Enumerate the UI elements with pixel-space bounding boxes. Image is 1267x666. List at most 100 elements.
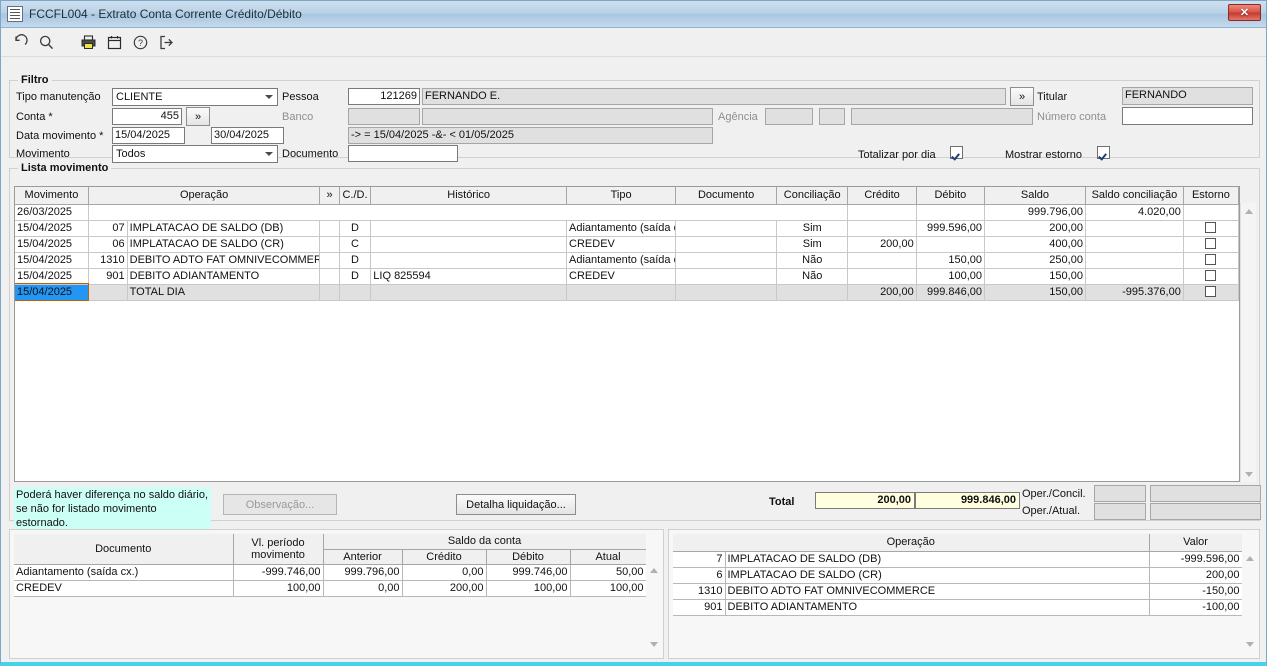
pessoa-codigo-input[interactable]: 121269 <box>348 88 420 105</box>
col-operacao-br[interactable]: Operação <box>673 534 1150 552</box>
cell-operacao-codigo[interactable]: 07 <box>88 220 128 237</box>
cell-operacao-codigo[interactable]: 7 <box>673 551 726 568</box>
cell-saldo[interactable]: 150,00 <box>984 268 1086 285</box>
print-icon[interactable] <box>75 30 101 54</box>
cell-operacao-codigo[interactable]: 901 <box>673 599 726 616</box>
cell-atual[interactable]: 100,00 <box>570 580 646 597</box>
col-documento-bl[interactable]: Documento <box>14 534 234 565</box>
cell-valor[interactable]: -999.596,00 <box>1149 551 1242 568</box>
cell-tipo[interactable]: CREDEV <box>566 236 677 253</box>
cell-saldo-conciliacao[interactable] <box>1085 252 1184 269</box>
cell-conciliacao[interactable]: Sim <box>776 220 849 237</box>
cell-valor[interactable]: -100,00 <box>1149 599 1242 616</box>
cell-credito[interactable] <box>847 204 917 221</box>
cell-cd[interactable]: D <box>339 252 372 269</box>
cell-historico[interactable]: LIQ 825594 <box>370 268 568 285</box>
cell-operacao-descricao[interactable]: IMPLATACAO DE SALDO (CR) <box>127 236 321 253</box>
cell-movimento[interactable]: 15/04/2025 <box>15 220 89 237</box>
conta-expand-button[interactable]: » <box>186 107 210 126</box>
cell-credito[interactable]: 200,00 <box>402 580 487 597</box>
movimento-select[interactable]: Todos <box>112 145 278 163</box>
col-atual[interactable]: Atual <box>570 549 646 565</box>
estorno-checkbox[interactable] <box>1205 270 1217 281</box>
mostrar-estorno-checkbox[interactable] <box>1097 146 1110 159</box>
cell-conciliacao[interactable]: Não <box>776 268 849 285</box>
cell-cd[interactable]: D <box>339 220 372 237</box>
col-anterior[interactable]: Anterior <box>323 549 403 565</box>
cell-tipo[interactable]: Adiantamento (saída c <box>566 252 677 269</box>
cell-operacao-codigo[interactable]: 1310 <box>88 252 128 269</box>
cell-saldo-conciliacao[interactable] <box>1085 220 1184 237</box>
list-item[interactable]: 1310 DEBITO ADTO FAT OMNIVECOMMERCE -150,0… <box>673 583 1242 600</box>
calendar-icon[interactable] <box>101 30 127 54</box>
table-row[interactable]: 26/03/2025 999.796,00 4.020,00 <box>15 204 1239 221</box>
cell-conciliacao[interactable]: Sim <box>776 236 849 253</box>
estorno-checkbox[interactable] <box>1205 286 1217 297</box>
cell-debito[interactable]: 150,00 <box>916 252 986 269</box>
cell-movimento[interactable]: 15/04/2025 <box>15 236 89 253</box>
col-vl-periodo[interactable]: Vl. período movimento <box>233 534 324 565</box>
col-cd[interactable]: C./D. <box>339 187 372 205</box>
numero-conta-input[interactable] <box>1122 107 1253 125</box>
cell-operacao-descricao[interactable]: IMPLATACAO DE SALDO (CR) <box>725 567 1150 584</box>
cell-credito[interactable]: 200,00 <box>847 236 917 253</box>
cell-movimento[interactable]: 26/03/2025 <box>15 204 89 221</box>
totalizar-por-dia-checkbox[interactable] <box>950 146 963 159</box>
cell-saldo[interactable]: 150,00 <box>984 284 1086 301</box>
cell-saldo-conciliacao[interactable]: 4.020,00 <box>1085 204 1184 221</box>
cell-debito[interactable]: 999.846,00 <box>916 284 986 301</box>
cell-estorno[interactable] <box>1183 220 1239 237</box>
col-credito[interactable]: Crédito <box>847 187 917 205</box>
cell-operacao-codigo[interactable] <box>88 284 128 301</box>
col-movimento[interactable]: Movimento <box>15 187 89 205</box>
col-credito-bl[interactable]: Crédito <box>402 549 487 565</box>
list-item[interactable]: 901 DEBITO ADIANTAMENTO -100,00 <box>673 599 1242 616</box>
cell-documento[interactable] <box>675 252 778 269</box>
cell-atual[interactable]: 50,00 <box>570 564 646 581</box>
col-debito[interactable]: Débito <box>916 187 986 205</box>
col-saldo-conciliacao[interactable]: Saldo conciliação <box>1085 187 1184 205</box>
cell-operacao-codigo[interactable]: 901 <box>88 268 128 285</box>
operacao-scroll-up-icon[interactable] <box>1242 550 1258 566</box>
detalha-liquidacao-button[interactable]: Detalha liquidação... <box>456 494 576 515</box>
exit-icon[interactable] <box>153 30 179 54</box>
cell-operacao-expand[interactable] <box>319 236 340 253</box>
cell-documento[interactable] <box>675 220 778 237</box>
cell-documento[interactable]: CREDEV <box>14 580 234 597</box>
cell-operacao-expand[interactable] <box>319 284 340 301</box>
cell-documento[interactable] <box>675 284 778 301</box>
col-operacao[interactable]: Operação <box>88 187 321 205</box>
movement-grid-scrollbar[interactable] <box>1240 203 1256 482</box>
cell-debito[interactable]: 999.746,00 <box>486 564 571 581</box>
cell-operacao-expand[interactable] <box>319 268 340 285</box>
cell-anterior[interactable]: 0,00 <box>323 580 403 597</box>
cell-historico[interactable] <box>370 220 568 237</box>
cell-saldo[interactable]: 200,00 <box>984 220 1086 237</box>
documento-input[interactable] <box>348 145 458 162</box>
table-row[interactable]: 15/04/2025 07 IMPLATACAO DE SALDO (DB) D Adi… <box>15 220 1239 237</box>
table-row[interactable]: 15/04/2025 TOTAL DIA 200,00 999.846,00 150,0… <box>15 283 1239 301</box>
table-row[interactable]: 15/04/2025 06 IMPLATACAO DE SALDO (CR) C CRE… <box>15 236 1239 253</box>
list-item[interactable]: 6 IMPLATACAO DE SALDO (CR) 200,00 <box>673 567 1242 584</box>
cell-credito[interactable] <box>847 268 917 285</box>
col-group-saldo-conta[interactable]: Saldo da conta <box>323 534 646 550</box>
cell-anterior[interactable]: 999.796,00 <box>323 564 403 581</box>
cell-tipo[interactable]: CREDEV <box>566 268 677 285</box>
cell-operacao-expand[interactable] <box>319 220 340 237</box>
list-item[interactable]: 7 IMPLATACAO DE SALDO (DB) -999.596,00 <box>673 551 1242 568</box>
table-row[interactable]: 15/04/2025 901 DEBITO ADIANTAMENTO D LIQ 825… <box>15 268 1239 285</box>
scroll-up-icon[interactable] <box>1241 203 1257 219</box>
cell-estorno[interactable] <box>1183 236 1239 253</box>
cell-cd[interactable]: C <box>339 236 372 253</box>
cell-credito[interactable]: 200,00 <box>847 284 917 301</box>
cell-historico[interactable] <box>370 252 568 269</box>
search-icon[interactable] <box>33 30 59 54</box>
cell-saldo-conciliacao[interactable]: -995.376,00 <box>1085 284 1184 301</box>
cell-saldo[interactable]: 250,00 <box>984 252 1086 269</box>
col-documento[interactable]: Documento <box>675 187 778 205</box>
operacao-grid-scrollbar[interactable] <box>1242 550 1257 652</box>
observacao-button[interactable]: Observação... <box>223 494 337 515</box>
col-tipo[interactable]: Tipo <box>566 187 677 205</box>
pessoa-expand-button[interactable]: » <box>1010 87 1034 106</box>
close-button[interactable]: ✕ <box>1228 4 1261 21</box>
